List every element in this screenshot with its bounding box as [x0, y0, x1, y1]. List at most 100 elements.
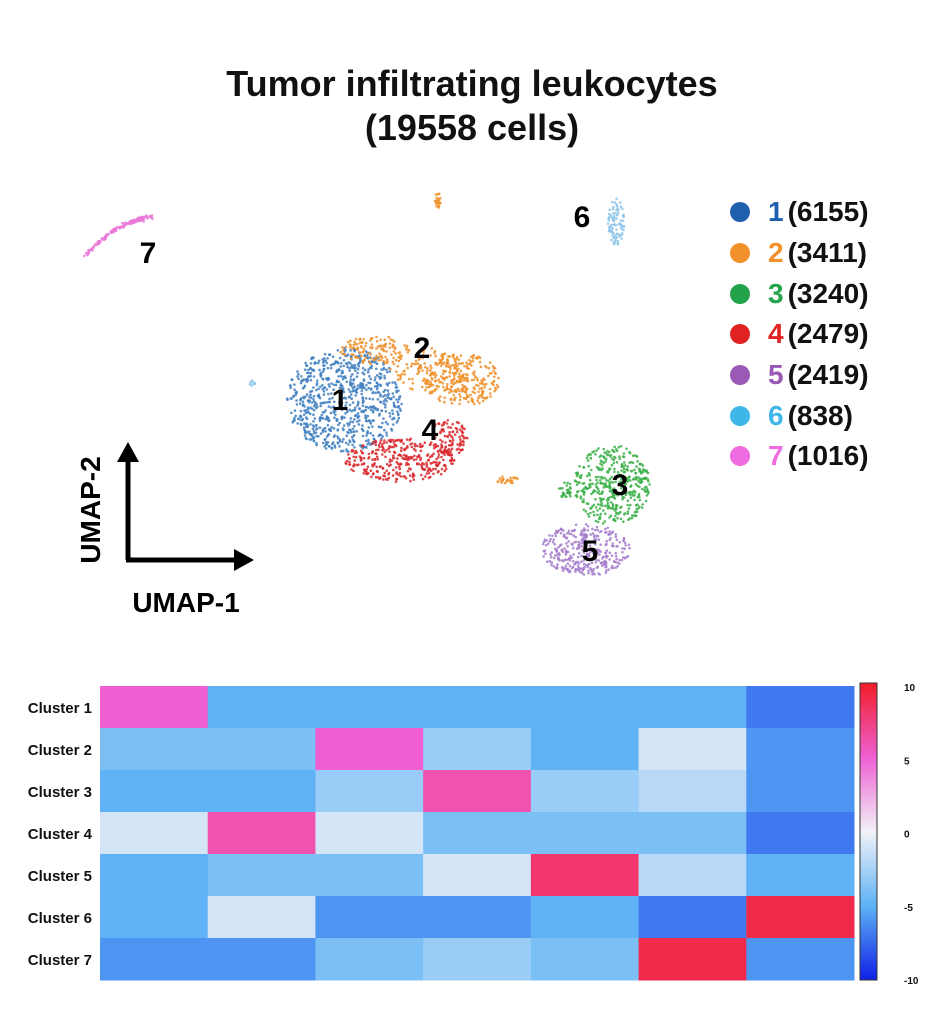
cell-point — [325, 442, 329, 446]
cell-point — [453, 389, 457, 392]
cell-point — [509, 479, 512, 482]
cell-point — [303, 384, 307, 388]
cell-point — [479, 365, 483, 369]
legend-cluster-id: 3 — [768, 277, 784, 309]
cell-point — [413, 454, 416, 458]
cell-point — [434, 375, 437, 379]
cell-point — [582, 529, 586, 533]
cell-point — [556, 530, 559, 533]
cell-point — [379, 383, 382, 387]
cell-point — [431, 378, 434, 381]
cell-point — [369, 469, 373, 473]
cell-point — [375, 347, 378, 350]
cell-point — [584, 485, 587, 489]
heatmap-cell — [746, 770, 855, 813]
cell-point — [609, 514, 613, 517]
cell-point — [375, 455, 379, 459]
cell-point — [370, 387, 373, 391]
cell-point — [434, 444, 438, 448]
cell-point — [312, 425, 316, 429]
cell-point — [553, 543, 557, 546]
cell-point — [480, 386, 484, 390]
legend-count: (1016) — [787, 440, 869, 472]
cell-point — [365, 446, 368, 449]
cell-point — [569, 494, 572, 498]
cell-point — [333, 446, 337, 449]
cell-point — [627, 507, 631, 510]
title-line: Tumor infiltrating leukocytes — [226, 63, 718, 104]
cell-point — [411, 377, 414, 381]
cell-point — [327, 383, 331, 386]
cell-point — [457, 421, 461, 425]
cell-point — [434, 436, 437, 439]
cell-point — [360, 427, 364, 431]
cell-point — [299, 409, 303, 413]
cell-point — [367, 457, 370, 460]
cell-point — [340, 417, 344, 421]
cell-point — [600, 561, 603, 565]
cell-point — [357, 356, 360, 360]
cell-point — [398, 465, 401, 469]
cell-point — [302, 379, 305, 382]
cell-point — [458, 392, 461, 396]
cell-point — [610, 554, 614, 557]
cell-point — [452, 353, 455, 357]
cluster-2-points — [389, 347, 469, 392]
cell-point — [403, 344, 406, 347]
cell-point — [615, 228, 618, 231]
cell-point — [396, 364, 400, 368]
cell-point — [564, 549, 568, 552]
cell-point — [560, 528, 564, 531]
cell-point — [354, 394, 358, 397]
cell-point — [433, 351, 436, 355]
cell-point — [434, 379, 438, 383]
heatmap-cell — [746, 854, 855, 897]
cell-point — [594, 475, 598, 479]
cell-point — [321, 387, 325, 391]
cell-point — [613, 201, 617, 204]
cell-point — [249, 380, 252, 384]
cell-point — [418, 445, 422, 448]
cell-point — [340, 391, 344, 395]
cell-point — [364, 439, 368, 443]
cell-point — [548, 540, 551, 543]
cell-point — [399, 375, 402, 379]
heatmap-cell — [530, 770, 640, 813]
cell-point — [598, 573, 602, 576]
cell-point — [603, 520, 607, 523]
cell-point — [595, 449, 598, 452]
cell-point — [393, 347, 397, 350]
cell-point — [542, 549, 546, 553]
cell-point — [338, 386, 342, 390]
cell-point — [382, 474, 385, 478]
cell-point — [404, 476, 408, 480]
cell-point — [349, 339, 352, 343]
cell-point — [349, 349, 352, 352]
cell-point — [596, 551, 599, 555]
cell-point — [391, 381, 395, 384]
cell-point — [360, 410, 363, 413]
cell-point — [436, 450, 440, 453]
cell-point — [452, 363, 456, 367]
colorbar-tick-label: -5 — [904, 903, 913, 914]
cell-point — [306, 379, 310, 383]
cell-point — [392, 401, 396, 405]
cell-point — [321, 384, 324, 387]
cell-point — [603, 476, 607, 480]
cell-point — [342, 428, 345, 432]
cell-point — [333, 416, 336, 420]
cell-point — [355, 463, 358, 467]
cell-point — [364, 397, 368, 400]
heatmap-cell — [530, 812, 640, 855]
heatmap-cell — [638, 812, 747, 855]
cell-point — [426, 382, 430, 386]
cell-point — [454, 396, 457, 400]
cell-point — [346, 340, 350, 344]
cell-point — [559, 487, 562, 490]
cell-point — [416, 462, 419, 465]
cell-point — [441, 372, 445, 375]
cell-point — [576, 555, 580, 559]
cell-point — [601, 490, 604, 493]
cell-point — [626, 512, 629, 516]
colorbar-tick-label: 0 — [904, 830, 910, 841]
